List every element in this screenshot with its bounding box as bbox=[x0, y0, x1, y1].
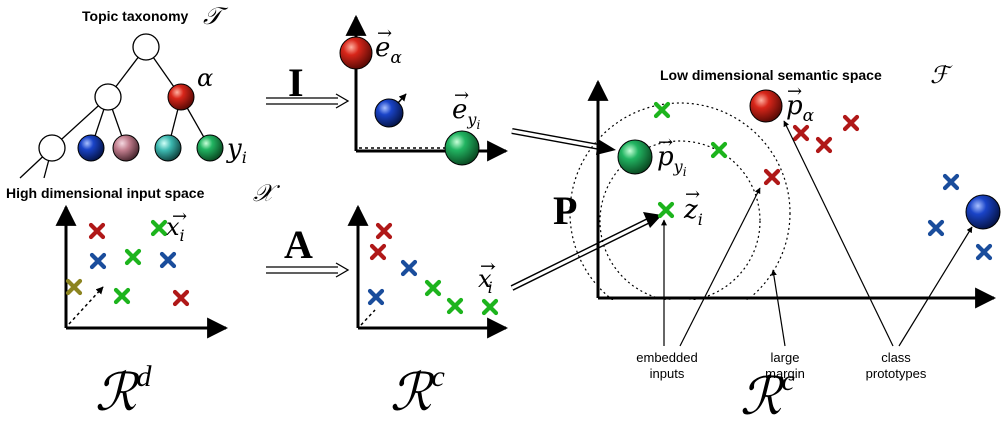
red-projected-point bbox=[375, 222, 393, 240]
input-points bbox=[65, 219, 190, 307]
p-yi-vector-arrow: → bbox=[658, 132, 673, 153]
a-double-arrow bbox=[266, 262, 350, 278]
tree-inner-node bbox=[94, 83, 122, 111]
i-double-arrow bbox=[266, 93, 350, 109]
blue-embedding-sphere bbox=[374, 98, 404, 128]
red-semantic-point bbox=[842, 114, 860, 132]
projected-points bbox=[367, 222, 499, 316]
semantic-space: Low dimensional semantic space ℱ P pyi →… bbox=[553, 61, 1001, 423]
annot-embedded: embedded bbox=[636, 350, 697, 365]
green-semantic-point bbox=[710, 141, 728, 159]
blue-semantic-point bbox=[942, 173, 960, 191]
matrix-i: I bbox=[288, 60, 304, 105]
rc-label-a: ℛc bbox=[390, 360, 445, 422]
alpha-label: α bbox=[197, 64, 213, 92]
red-input-point bbox=[88, 222, 106, 240]
red-input-point bbox=[172, 289, 190, 307]
rc-label-p: ℛc bbox=[740, 364, 795, 423]
semantic-points bbox=[653, 101, 993, 261]
blue-projected-point bbox=[367, 288, 385, 306]
input-space-title: High dimensional input space bbox=[6, 185, 205, 201]
rd-label: ℛd bbox=[95, 360, 153, 422]
annot-prototypes: prototypes bbox=[866, 366, 927, 381]
input-space: High dimensional input space 𝒳 xi → ℛd bbox=[6, 179, 281, 422]
input-vector bbox=[68, 286, 104, 325]
tree-inner-node bbox=[38, 134, 66, 162]
annot-large: large bbox=[771, 350, 800, 365]
p-yi-sphere bbox=[617, 139, 653, 175]
green-semantic-point bbox=[657, 201, 675, 219]
red-semantic-point bbox=[792, 124, 810, 142]
green-input-point bbox=[113, 287, 131, 305]
input-space-symbol: 𝒳 bbox=[253, 179, 281, 207]
red-semantic-point bbox=[763, 168, 781, 186]
green-semantic-point bbox=[653, 101, 671, 119]
p-alpha-sphere bbox=[749, 89, 783, 123]
e-yi-vector-arrow: → bbox=[454, 85, 469, 106]
tree-leaf-yi bbox=[196, 134, 224, 162]
mapping-a: A x′ i → ℛc bbox=[266, 204, 509, 422]
e-alpha-label: eα bbox=[375, 33, 402, 68]
olive-input-point bbox=[65, 278, 83, 296]
matrix-a: A bbox=[284, 222, 313, 267]
semantic-space-symbol: ℱ bbox=[930, 61, 953, 89]
green-projected-point bbox=[424, 279, 442, 297]
xi-vector-arrow: → bbox=[172, 206, 187, 227]
mapping-i: I eα → eyi → bbox=[266, 14, 509, 166]
blue-sphere-arrow bbox=[397, 93, 407, 104]
tree-leaf-teal bbox=[154, 134, 182, 162]
green-input-point bbox=[124, 248, 142, 266]
taxonomy-title: Topic taxonomy bbox=[82, 8, 189, 24]
red-semantic-point bbox=[815, 136, 833, 154]
e-alpha-sphere bbox=[339, 36, 373, 70]
annot-class: class bbox=[881, 350, 911, 365]
red-projected-point bbox=[369, 243, 387, 261]
tree-node-alpha bbox=[167, 83, 195, 111]
e-alpha-vector-arrow: → bbox=[377, 23, 392, 44]
yi-label: yi bbox=[226, 134, 247, 167]
topic-taxonomy: Topic taxonomy 𝒯 α yi bbox=[19, 2, 247, 179]
xi-label: xi bbox=[166, 213, 185, 245]
blue-input-point bbox=[159, 251, 177, 269]
green-projected-point bbox=[446, 297, 464, 315]
xi-prime-vector-arrow: → bbox=[480, 256, 495, 277]
semantic-space-title: Low dimensional semantic space bbox=[660, 67, 882, 83]
green-input-point bbox=[150, 219, 168, 237]
p-alpha-vector-arrow: → bbox=[787, 81, 802, 102]
e-yi-label: eyi bbox=[452, 95, 480, 132]
annot-inputs: inputs bbox=[650, 366, 685, 381]
blue-semantic-point bbox=[975, 243, 993, 261]
e-yi-sphere bbox=[444, 130, 480, 166]
blue-projected-point bbox=[400, 259, 418, 277]
linking-arrows bbox=[510, 128, 662, 291]
xi-prime-label: x′ i bbox=[478, 263, 496, 297]
blue-input-point bbox=[89, 252, 107, 270]
annot-margin: margin bbox=[765, 366, 805, 381]
blue-prototype-sphere bbox=[965, 194, 1001, 230]
tree-leaf-blue bbox=[77, 134, 105, 162]
p-alpha-label: pα bbox=[786, 91, 815, 126]
outer-margin-circle bbox=[569, 102, 791, 324]
tree-leaf-pink bbox=[112, 134, 140, 162]
tree-root-node bbox=[132, 33, 160, 61]
matrix-p: P bbox=[553, 188, 577, 233]
green-projected-point bbox=[481, 298, 499, 316]
zi-vector-arrow: → bbox=[685, 184, 700, 205]
p-yi-label: pyi bbox=[657, 142, 687, 179]
zi-label: zi bbox=[683, 195, 703, 229]
taxonomy-symbol: 𝒯 bbox=[203, 2, 229, 30]
blue-semantic-point bbox=[927, 219, 945, 237]
a-vector bbox=[360, 309, 376, 326]
annotation-pointers bbox=[661, 120, 973, 347]
